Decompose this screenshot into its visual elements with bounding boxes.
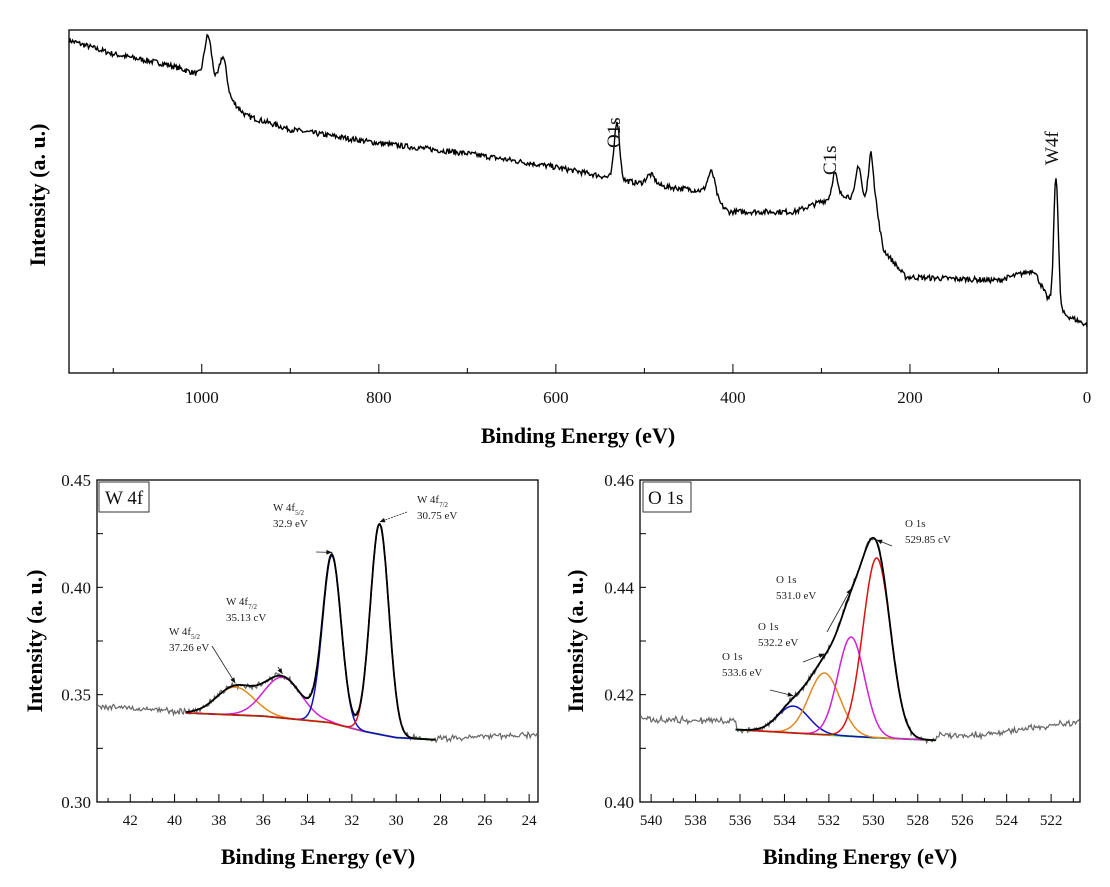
w4f-peak-label: W 4f7/2 [226,596,258,611]
w4f-peak-label: W 4f5/2 [169,626,201,641]
survey-x-tick-label: 600 [543,388,569,407]
peak-label-subscript: 7/2 [248,603,257,611]
o1s-peak-energy: 532.2 eV [758,637,798,649]
o1s-raw-data-line [640,539,1080,743]
o1s-peak-energy: 529.85 cV [905,534,951,546]
survey-x-tick-label: 400 [720,388,746,407]
w4f-peak-label: W 4f7/2 [417,494,449,509]
o1s-component-3-line [736,558,936,740]
o1s-x-tick-label: 528 [907,813,930,829]
w4f-title: W 4f [105,488,144,509]
survey-panel: Intensity (a. u.) Binding Energy (eV) 10… [25,30,1091,448]
w4f-x-tick-label: 40 [167,813,182,829]
peak-label-subscript: 5/2 [295,509,304,517]
peak-label-subscript: 5/2 [191,633,200,641]
w4f-x-tick-label: 28 [433,813,448,829]
survey-peak-label: C1s [820,145,841,175]
o1s-peak-energy: 533.6 eV [722,667,762,679]
w4f-x-tick-label: 34 [300,813,316,829]
peak-label-name: W 4f [417,494,439,506]
o1s-x-tick-label: 532 [818,813,841,829]
survey-ylabel: Intensity (a. u.) [25,123,50,266]
w4f-x-tick-label: 32 [344,813,359,829]
survey-x-tick-label: 1000 [185,388,219,407]
peak-label-name: W 4f [169,626,191,638]
w4f-peak-arrow [212,646,235,683]
w4f-arrowhead-icon [380,518,386,522]
survey-spectrum-line [69,35,1087,327]
o1s-x-tick-label: 526 [951,813,974,829]
o1s-x-tick-label: 522 [1040,813,1063,829]
w4f-xlabel: Binding Energy (eV) [221,844,415,869]
w4f-plot-frame [97,480,538,802]
peak-label-name: W 4f [273,502,295,514]
o1s-ylabel: Intensity (a. u.) [563,569,588,712]
o1s-peak-label: O 1s [722,651,742,663]
w4f-x-tick-label: 42 [123,813,138,829]
o1s-peak-energy: 531.0 eV [776,590,816,602]
w4f-peak-energy: 32.9 eV [273,518,308,530]
w4f-x-tick-label: 30 [389,813,404,829]
o1s-x-tick-label: 524 [995,813,1018,829]
w4f-y-tick-label: 0.45 [61,471,91,490]
survey-x-tick-label: 0 [1083,388,1092,407]
o1s-y-tick-label: 0.40 [604,793,634,812]
w4f-x-tick-label: 24 [522,813,538,829]
w4f-peak-label: W 4f5/2 [273,502,305,517]
w4f-x-tick-label: 38 [211,813,226,829]
o1s-y-tick-label: 0.44 [604,578,634,597]
survey-xlabel: Binding Energy (eV) [481,423,675,448]
w4f-arrowhead-icon [278,668,283,674]
w4f-peak-energy: 35.13 cV [226,612,266,624]
o1s-arrowhead-icon [787,692,793,697]
w4f-peak-energy: 37.26 eV [169,642,209,654]
peak-label-name: W 4f [226,596,248,608]
peak-label-subscript: 7/2 [439,501,448,509]
w4f-x-tick-label: 26 [477,813,493,829]
o1s-peak-label: O 1s [758,621,778,633]
w4f-y-tick-label: 0.30 [61,793,91,812]
o1s-panel: Intensity (a. u.) Binding Energy (eV) O … [563,471,1080,869]
survey-peak-label: W4f [1042,131,1063,165]
w4f-y-tick-label: 0.40 [61,578,91,597]
w4f-arrowhead-icon [230,677,235,683]
peak-label-name: O 1s [905,518,925,530]
o1s-xlabel: Binding Energy (eV) [763,844,957,869]
survey-peak-label: O1s [604,117,625,148]
w4f-panel: Intensity (a. u.) Binding Energy (eV) W … [22,471,538,869]
peak-label-name: O 1s [758,621,778,633]
peak-label-name: O 1s [776,574,796,586]
survey-plot-frame [69,30,1087,373]
o1s-x-tick-label: 534 [773,813,796,829]
o1s-plot-frame [640,480,1080,802]
survey-x-tick-label: 800 [366,388,392,407]
o1s-x-tick-label: 538 [684,813,707,829]
o1s-peak-label: O 1s [776,574,796,586]
o1s-x-tick-label: 530 [862,813,885,829]
peak-label-name: O 1s [722,651,742,663]
w4f-x-tick-label: 36 [256,813,272,829]
w4f-ylabel: Intensity (a. u.) [22,569,47,712]
o1s-x-tick-label: 536 [729,813,752,829]
o1s-y-tick-label: 0.42 [604,686,634,705]
w4f-y-tick-label: 0.35 [61,686,91,705]
w4f-raw-data-line [97,524,538,742]
o1s-y-tick-label: 0.46 [604,471,634,490]
w4f-peak-energy: 30.75 eV [417,510,457,522]
o1s-x-tick-label: 540 [640,813,663,829]
o1s-peak-label: O 1s [905,518,925,530]
o1s-title: O 1s [648,488,683,509]
w4f-background-line [186,713,436,740]
survey-x-tick-label: 200 [897,388,923,407]
